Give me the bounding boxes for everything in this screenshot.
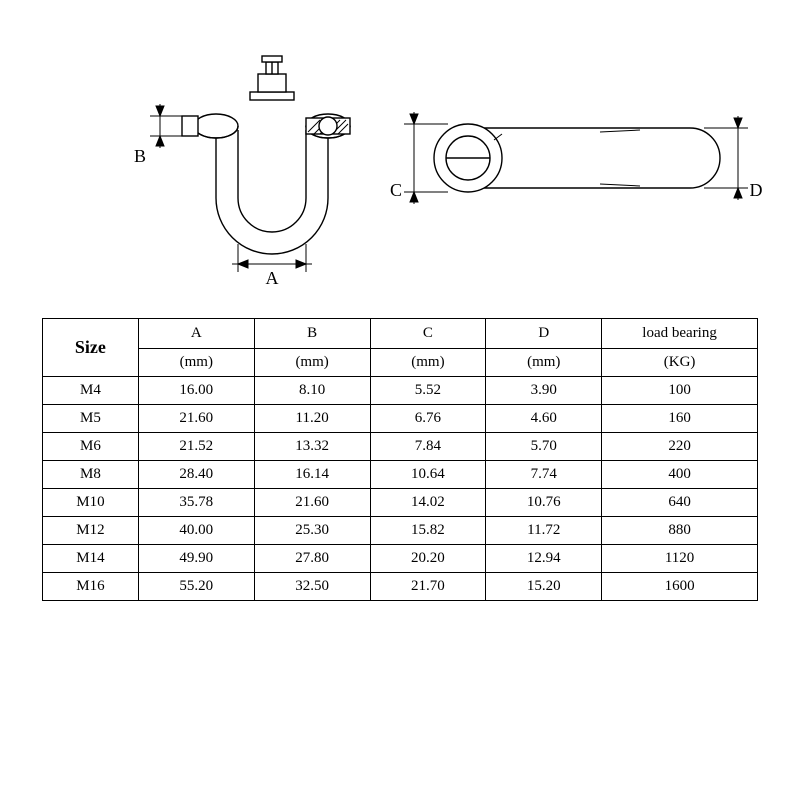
- cell-C: 6.76: [370, 405, 486, 433]
- shackle-front-view: A B: [134, 56, 350, 288]
- cell-A: 35.78: [138, 489, 254, 517]
- table-body: M416.008.105.523.90100M521.6011.206.764.…: [43, 377, 758, 601]
- cell-B: 25.30: [254, 517, 370, 545]
- cell-B: 8.10: [254, 377, 370, 405]
- cell-D: 15.20: [486, 573, 602, 601]
- cell-A: 21.60: [138, 405, 254, 433]
- cell-B: 13.32: [254, 433, 370, 461]
- shackle-side-view: C D: [390, 112, 763, 204]
- cell-D: 7.74: [486, 461, 602, 489]
- dim-label-A: A: [266, 268, 279, 288]
- table-header: SizeABCDload bearing(mm)(mm)(mm)(mm)(KG): [43, 319, 758, 377]
- cell-size: M14: [43, 545, 139, 573]
- header-A: A: [138, 319, 254, 349]
- cell-load: 100: [602, 377, 758, 405]
- cell-A: 55.20: [138, 573, 254, 601]
- cell-A: 49.90: [138, 545, 254, 573]
- cell-C: 21.70: [370, 573, 486, 601]
- cell-C: 15.82: [370, 517, 486, 545]
- cell-size: M5: [43, 405, 139, 433]
- cell-load: 1120: [602, 545, 758, 573]
- table-row: M416.008.105.523.90100: [43, 377, 758, 405]
- cell-size: M6: [43, 433, 139, 461]
- cell-load: 400: [602, 461, 758, 489]
- table-row: M1035.7821.6014.0210.76640: [43, 489, 758, 517]
- dim-label-D: D: [750, 180, 763, 200]
- cell-D: 3.90: [486, 377, 602, 405]
- header-unit-A: (mm): [138, 349, 254, 377]
- dim-label-C: C: [390, 180, 402, 200]
- header-D: D: [486, 319, 602, 349]
- cell-D: 5.70: [486, 433, 602, 461]
- dim-label-B: B: [134, 146, 146, 166]
- table-row: M1240.0025.3015.8211.72880: [43, 517, 758, 545]
- cell-size: M10: [43, 489, 139, 517]
- cell-load: 1600: [602, 573, 758, 601]
- cell-D: 10.76: [486, 489, 602, 517]
- dimension-table-container: SizeABCDload bearing(mm)(mm)(mm)(mm)(KG)…: [42, 318, 758, 601]
- dimension-table: SizeABCDload bearing(mm)(mm)(mm)(mm)(KG)…: [42, 318, 758, 601]
- cell-B: 27.80: [254, 545, 370, 573]
- shackle-svg: A B: [0, 0, 800, 310]
- table-row: M828.4016.1410.647.74400: [43, 461, 758, 489]
- cell-C: 14.02: [370, 489, 486, 517]
- cell-C: 5.52: [370, 377, 486, 405]
- cell-size: M8: [43, 461, 139, 489]
- cell-size: M12: [43, 517, 139, 545]
- table-row: M521.6011.206.764.60160: [43, 405, 758, 433]
- cell-A: 28.40: [138, 461, 254, 489]
- cell-A: 16.00: [138, 377, 254, 405]
- header-C: C: [370, 319, 486, 349]
- header-unit-D: (mm): [486, 349, 602, 377]
- header-size: Size: [43, 319, 139, 377]
- cell-load: 160: [602, 405, 758, 433]
- cell-B: 32.50: [254, 573, 370, 601]
- cell-size: M16: [43, 573, 139, 601]
- cell-B: 21.60: [254, 489, 370, 517]
- cell-A: 21.52: [138, 433, 254, 461]
- table-row: M621.5213.327.845.70220: [43, 433, 758, 461]
- header-unit-C: (mm): [370, 349, 486, 377]
- cell-D: 11.72: [486, 517, 602, 545]
- header-unit-load: (KG): [602, 349, 758, 377]
- cell-size: M4: [43, 377, 139, 405]
- table-row: M1449.9027.8020.2012.941120: [43, 545, 758, 573]
- cell-D: 4.60: [486, 405, 602, 433]
- cell-D: 12.94: [486, 545, 602, 573]
- cell-B: 16.14: [254, 461, 370, 489]
- cell-C: 7.84: [370, 433, 486, 461]
- header-unit-B: (mm): [254, 349, 370, 377]
- header-B: B: [254, 319, 370, 349]
- table-row: M1655.2032.5021.7015.201600: [43, 573, 758, 601]
- header-load: load bearing: [602, 319, 758, 349]
- cell-A: 40.00: [138, 517, 254, 545]
- cell-B: 11.20: [254, 405, 370, 433]
- cell-C: 20.20: [370, 545, 486, 573]
- cell-load: 220: [602, 433, 758, 461]
- cell-load: 640: [602, 489, 758, 517]
- cell-load: 880: [602, 517, 758, 545]
- cell-C: 10.64: [370, 461, 486, 489]
- shackle-diagram: A B: [0, 0, 800, 310]
